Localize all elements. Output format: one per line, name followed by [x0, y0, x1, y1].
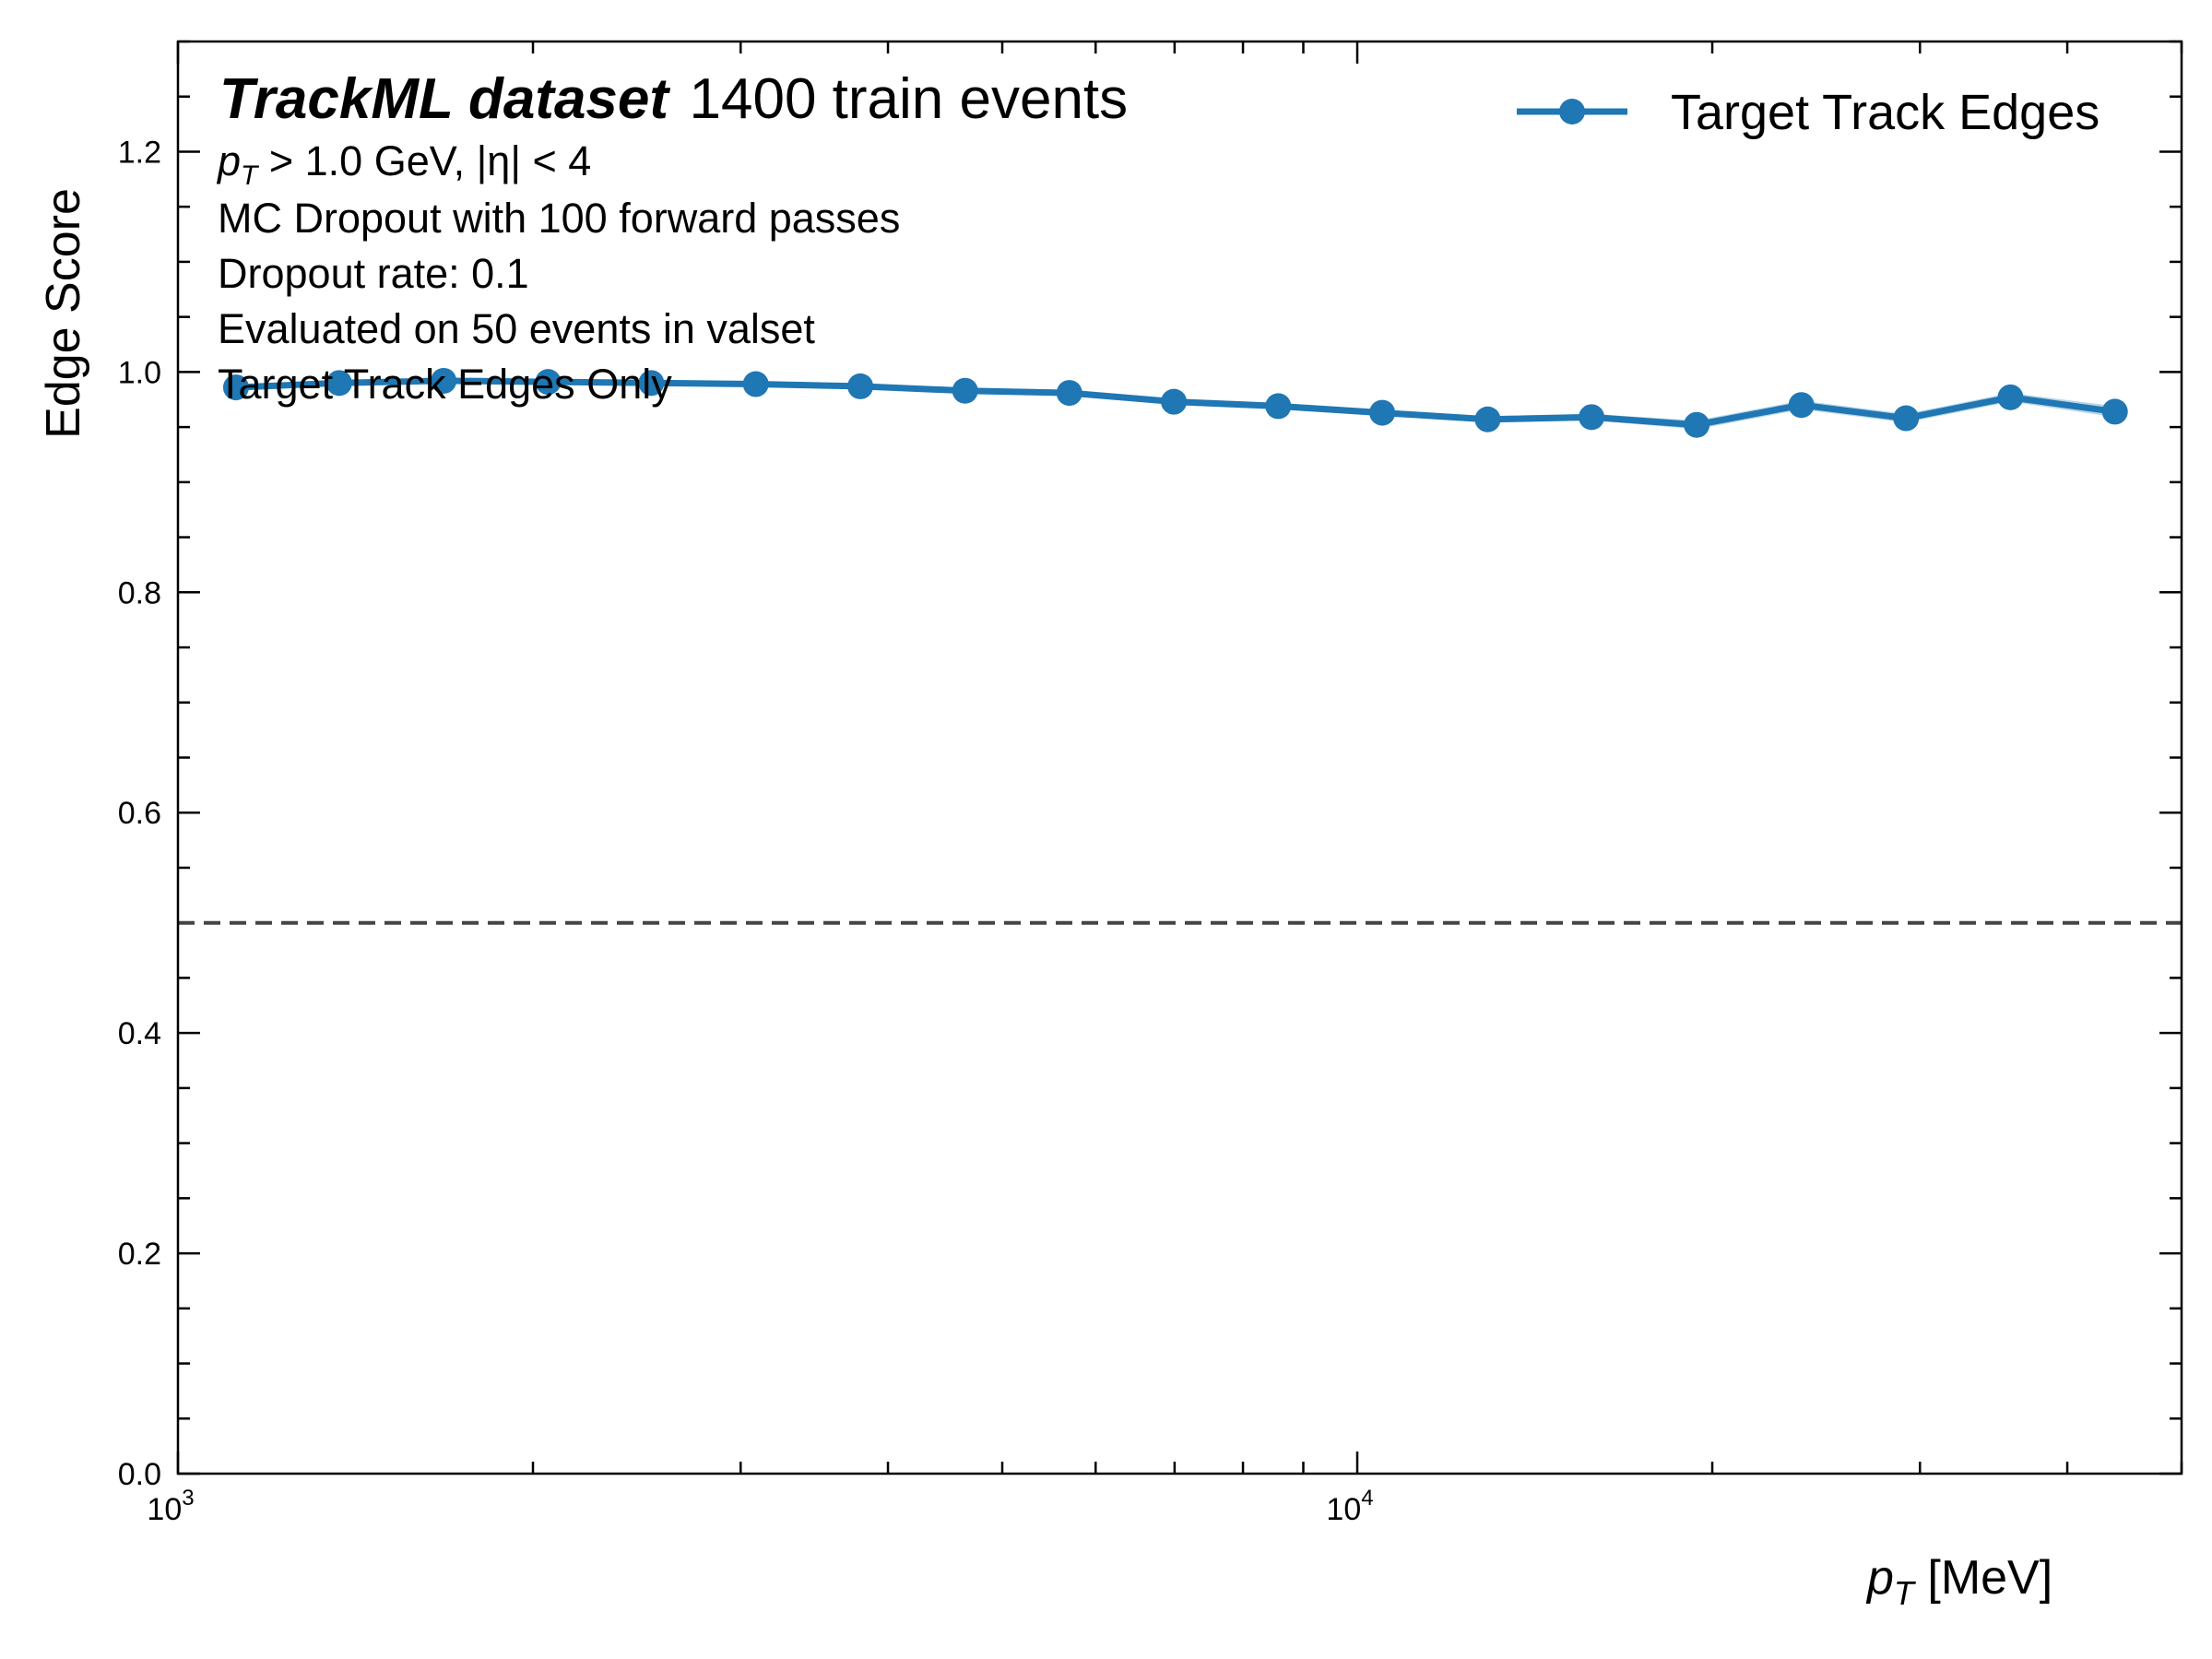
- y-tick-label: 0.6: [118, 796, 161, 831]
- y-tick-label: 1.0: [118, 355, 161, 390]
- legend: Target Track Edges: [1517, 85, 2100, 140]
- annotation-line2: MC Dropout with 100 forward passes: [218, 195, 900, 242]
- y-tick-label: 1.2: [118, 135, 161, 170]
- y-tick-label: 0.4: [118, 1016, 161, 1051]
- annotation-line4: Evaluated on 50 events in valset: [218, 305, 815, 352]
- data-point: [1997, 384, 2024, 410]
- data-point: [1788, 392, 1815, 419]
- data-point: [1056, 380, 1082, 407]
- y-tick-label: 0.2: [118, 1237, 161, 1272]
- data-point: [2101, 398, 2128, 425]
- data-point: [325, 370, 352, 397]
- data-point: [1684, 411, 1710, 438]
- data-point: [1579, 404, 1605, 431]
- x-tick-exponent: 4: [1361, 1486, 1373, 1511]
- data-point: [742, 371, 769, 397]
- annotation-cut: pT > 1.0 GeV, |η| < 4: [216, 137, 591, 191]
- data-point: [1265, 393, 1292, 420]
- data-point: [1474, 406, 1501, 433]
- y-axis-label: Edge Score: [37, 188, 90, 439]
- annotation-line5: Target Track Edges Only: [218, 361, 672, 408]
- series-layer: [222, 367, 2128, 438]
- x-axis-label: pT [MeV]: [1865, 1551, 2052, 1612]
- annotation-line3: Dropout rate: 0.1: [218, 250, 529, 297]
- x-label-unit: [MeV]: [1914, 1551, 2052, 1605]
- y-tick-label: 0.0: [118, 1457, 161, 1492]
- data-point: [952, 377, 978, 404]
- data-point: [431, 367, 457, 394]
- axis-ticks: [176, 40, 2183, 1475]
- cut-pt-symbol: p: [216, 137, 241, 184]
- cut-pt-rest: > 1.0 GeV, |η| < 4: [257, 137, 591, 184]
- x-tick-exponent: 3: [182, 1486, 194, 1511]
- y-tick-label: 0.8: [118, 575, 161, 610]
- x-label-sub: T: [1894, 1574, 1917, 1612]
- legend-marker: [1559, 99, 1585, 124]
- data-point: [1161, 388, 1188, 415]
- x-tick-label: 103: [147, 1486, 194, 1527]
- title-rest: 1400 train events: [690, 67, 1129, 131]
- title-bold: TrackML dataset: [219, 67, 670, 131]
- data-point: [1893, 405, 1920, 432]
- x-label-symbol: p: [1865, 1551, 1894, 1605]
- data-point: [638, 370, 665, 397]
- chart-title: TrackML dataset 1400 train events: [219, 67, 1128, 131]
- data-point: [1369, 399, 1396, 426]
- cut-pt-sub: T: [241, 160, 260, 191]
- plot-frame: [176, 40, 2183, 1475]
- x-tick-label: 104: [1326, 1486, 1373, 1527]
- data-point: [222, 374, 249, 401]
- data-point: [847, 373, 874, 399]
- data-point: [535, 369, 562, 396]
- x-tick-base: 10: [1326, 1492, 1361, 1527]
- x-tick-base: 10: [147, 1492, 182, 1527]
- legend-label: Target Track Edges: [1671, 85, 2100, 140]
